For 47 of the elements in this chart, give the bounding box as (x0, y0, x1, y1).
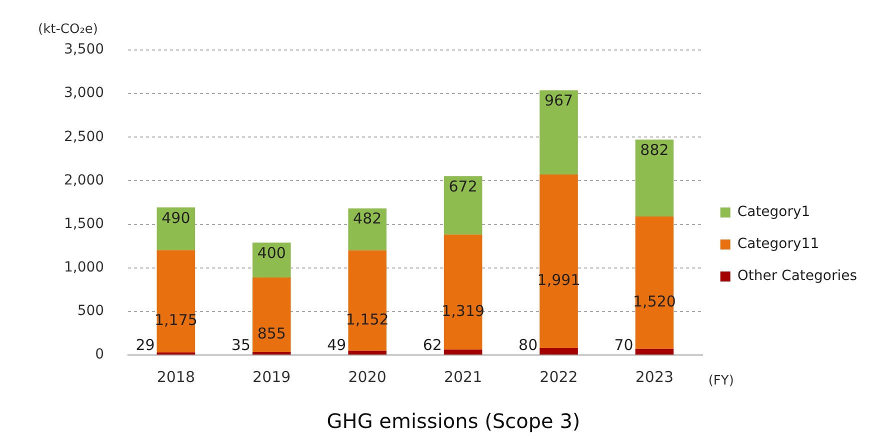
data-label: 80 (518, 336, 538, 354)
data-label: 49 (327, 336, 346, 354)
bar (252, 352, 291, 354)
y-tick-label: 0 (95, 346, 104, 363)
bar (444, 176, 482, 235)
data-label: 967 (544, 92, 574, 110)
y-tick-label: 1,500 (64, 216, 104, 232)
bar (635, 348, 674, 354)
x-tick-label: 2019 (252, 368, 291, 386)
x-tick-label: 2023 (635, 368, 674, 386)
data-label: 672 (448, 177, 478, 196)
legend-label: Other Categories (737, 268, 858, 284)
data-label: 482 (353, 210, 382, 228)
data-label: 62 (422, 336, 442, 354)
x-tick-label: 2022 (540, 368, 578, 386)
x-tick-label: 2020 (348, 368, 386, 386)
bar (444, 350, 482, 354)
bar (635, 140, 674, 216)
y-tick-label: 500 (77, 303, 104, 320)
x-axis-title: (FY) (708, 373, 734, 388)
data-label: 882 (640, 140, 669, 159)
text: GHG emissions (Scope 3) (326, 409, 580, 434)
bar (156, 207, 196, 250)
y-tick-label: 1,000 (64, 260, 104, 276)
y-tick-label: 2,000 (64, 172, 104, 188)
y-tick-label: 3,000 (64, 85, 104, 102)
legend-label: Category11 (737, 236, 820, 252)
y-tick-label: 3,500 (64, 42, 104, 58)
x-tick-label: 2018 (156, 368, 196, 386)
bar (540, 348, 578, 354)
bar (348, 208, 386, 250)
data-label: 70 (614, 336, 634, 354)
data-label: 490 (162, 208, 190, 227)
x-tick-label: 2021 (444, 368, 482, 386)
bar (540, 90, 578, 175)
bar (540, 174, 578, 348)
bar (635, 216, 674, 349)
data-label: 29 (136, 336, 155, 354)
legend-label: Category1 (737, 204, 810, 220)
bar (348, 350, 386, 354)
y-tick-label: 2,500 (64, 128, 104, 145)
bar (252, 242, 291, 278)
bar (252, 277, 291, 352)
y-axis-title: (kt-CO₂e) (38, 22, 98, 37)
data-label: 400 (257, 244, 286, 262)
data-label: 855 (257, 324, 286, 343)
data-label: 35 (231, 336, 250, 354)
